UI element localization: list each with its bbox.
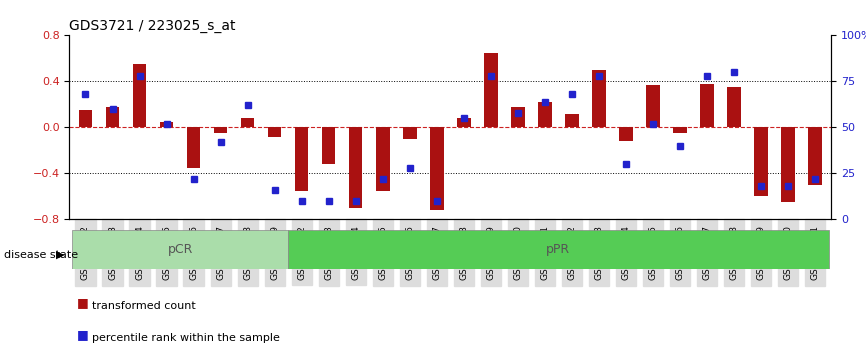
Bar	[808, 127, 822, 185]
Bar	[241, 118, 255, 127]
Text: percentile rank within the sample: percentile rank within the sample	[92, 333, 280, 343]
Bar	[754, 127, 768, 196]
Bar	[673, 127, 687, 133]
Bar	[160, 122, 173, 127]
Bar	[403, 127, 417, 139]
Text: transformed count: transformed count	[92, 301, 196, 311]
Bar	[295, 127, 308, 191]
Bar	[565, 114, 578, 127]
Text: ■: ■	[77, 328, 88, 341]
Bar	[322, 127, 335, 164]
Bar	[619, 127, 633, 141]
Text: pPR: pPR	[546, 243, 571, 256]
Bar	[538, 102, 552, 127]
Text: ▶: ▶	[56, 250, 65, 260]
Bar	[457, 118, 470, 127]
Bar	[727, 87, 740, 127]
Text: GDS3721 / 223025_s_at: GDS3721 / 223025_s_at	[69, 19, 236, 33]
Bar	[592, 70, 605, 127]
Bar	[268, 127, 281, 137]
Bar	[701, 84, 714, 127]
Bar	[349, 127, 363, 208]
Bar	[430, 127, 443, 210]
Bar	[132, 64, 146, 127]
Bar	[781, 127, 795, 202]
Bar	[484, 53, 498, 127]
FancyBboxPatch shape	[72, 230, 288, 269]
Text: ■: ■	[77, 296, 88, 309]
Bar	[79, 110, 93, 127]
Bar	[646, 85, 660, 127]
Bar	[187, 127, 200, 168]
FancyBboxPatch shape	[288, 230, 829, 269]
Bar	[511, 107, 525, 127]
Bar	[376, 127, 390, 191]
Bar	[106, 107, 120, 127]
Text: pCR: pCR	[167, 243, 193, 256]
Text: disease state: disease state	[4, 250, 79, 260]
Bar	[214, 127, 228, 133]
